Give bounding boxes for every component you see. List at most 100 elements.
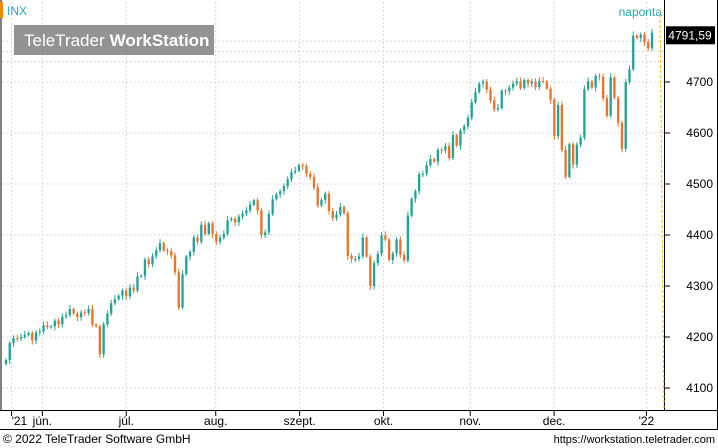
candle-body — [53, 320, 56, 327]
x-tick-label: szept. — [284, 414, 316, 428]
candle-body — [166, 250, 169, 252]
candle — [617, 95, 620, 127]
candle — [474, 88, 477, 105]
candle-body — [556, 104, 560, 137]
candle — [252, 198, 256, 207]
candle-body — [602, 76, 605, 99]
candle-body — [192, 237, 195, 252]
candle — [444, 143, 447, 154]
candle-body — [271, 199, 274, 215]
candle-body — [451, 135, 455, 158]
candle-body — [571, 144, 575, 165]
candle — [624, 78, 627, 152]
candle-body — [185, 256, 188, 275]
candle-body — [560, 104, 564, 150]
candle-body — [339, 206, 342, 215]
candle — [402, 251, 406, 264]
candle — [226, 216, 229, 237]
candle-body — [76, 313, 79, 318]
y-tick-label: 4100 — [686, 381, 713, 395]
candle-body — [376, 253, 379, 264]
candle-body — [530, 81, 533, 84]
candle — [260, 207, 263, 239]
candle-body — [496, 108, 500, 110]
candle — [384, 231, 387, 242]
candle-body — [27, 332, 30, 335]
candle-body — [504, 90, 507, 92]
candle — [541, 76, 545, 84]
candle — [504, 88, 507, 96]
candle-body — [8, 343, 11, 360]
candle-body — [410, 198, 413, 216]
candle — [515, 77, 518, 87]
candle — [132, 283, 135, 294]
x-tick-label: '22 — [639, 414, 655, 428]
candle — [279, 189, 282, 199]
candle — [425, 161, 428, 177]
candle-body — [140, 275, 143, 277]
candle-body — [519, 81, 522, 89]
candle — [49, 324, 53, 329]
candle-body — [98, 326, 102, 355]
candle — [34, 329, 38, 345]
candle-body — [136, 276, 139, 291]
candle — [335, 211, 338, 221]
candle-body — [549, 88, 552, 100]
candle-body — [207, 223, 210, 234]
candle — [523, 78, 526, 90]
candle-body — [421, 173, 425, 175]
candle — [57, 318, 60, 328]
candle-body — [586, 81, 590, 90]
candle — [579, 134, 582, 148]
candle-body — [466, 117, 470, 127]
candle-body — [155, 250, 158, 257]
candle — [181, 270, 184, 310]
candle-body — [109, 303, 113, 314]
candle-body — [639, 34, 642, 39]
candle — [94, 323, 98, 328]
candle — [628, 65, 631, 85]
candle — [245, 206, 248, 217]
candle — [556, 101, 560, 140]
candle — [158, 239, 162, 253]
candle-body — [478, 83, 481, 93]
candle-body — [384, 235, 387, 240]
watermark-suffix: WorkStation — [110, 31, 210, 50]
candle-body — [23, 334, 26, 337]
symbol-accent-bar — [0, 2, 3, 18]
candle — [61, 313, 64, 328]
y-tick-label: 4700 — [686, 75, 713, 89]
candle-body — [545, 81, 549, 89]
candle-body — [342, 206, 346, 214]
candle — [19, 333, 23, 342]
candle-body — [12, 338, 15, 344]
candle — [602, 73, 605, 102]
candle-body — [188, 251, 192, 257]
candle — [526, 77, 530, 88]
candle — [275, 192, 278, 201]
candle-body — [583, 89, 586, 138]
candle — [432, 157, 436, 164]
candle-body — [399, 239, 402, 255]
candle — [553, 97, 556, 140]
candle — [395, 237, 398, 257]
candle-body — [335, 214, 338, 219]
candle-body — [624, 82, 627, 149]
candle-body — [508, 87, 511, 92]
candle — [305, 163, 308, 178]
candle-body — [16, 338, 19, 340]
candle-body — [211, 223, 214, 234]
candle — [301, 163, 304, 171]
candle — [324, 191, 327, 204]
candle-body — [489, 89, 492, 101]
candle — [613, 75, 616, 100]
candle — [538, 77, 541, 90]
candle — [470, 98, 473, 121]
candle — [215, 231, 218, 246]
candle-body — [248, 204, 252, 211]
candle — [203, 220, 207, 237]
candle — [466, 114, 470, 130]
candle-body — [19, 337, 23, 339]
candle — [102, 321, 105, 358]
candle-body — [203, 224, 207, 234]
